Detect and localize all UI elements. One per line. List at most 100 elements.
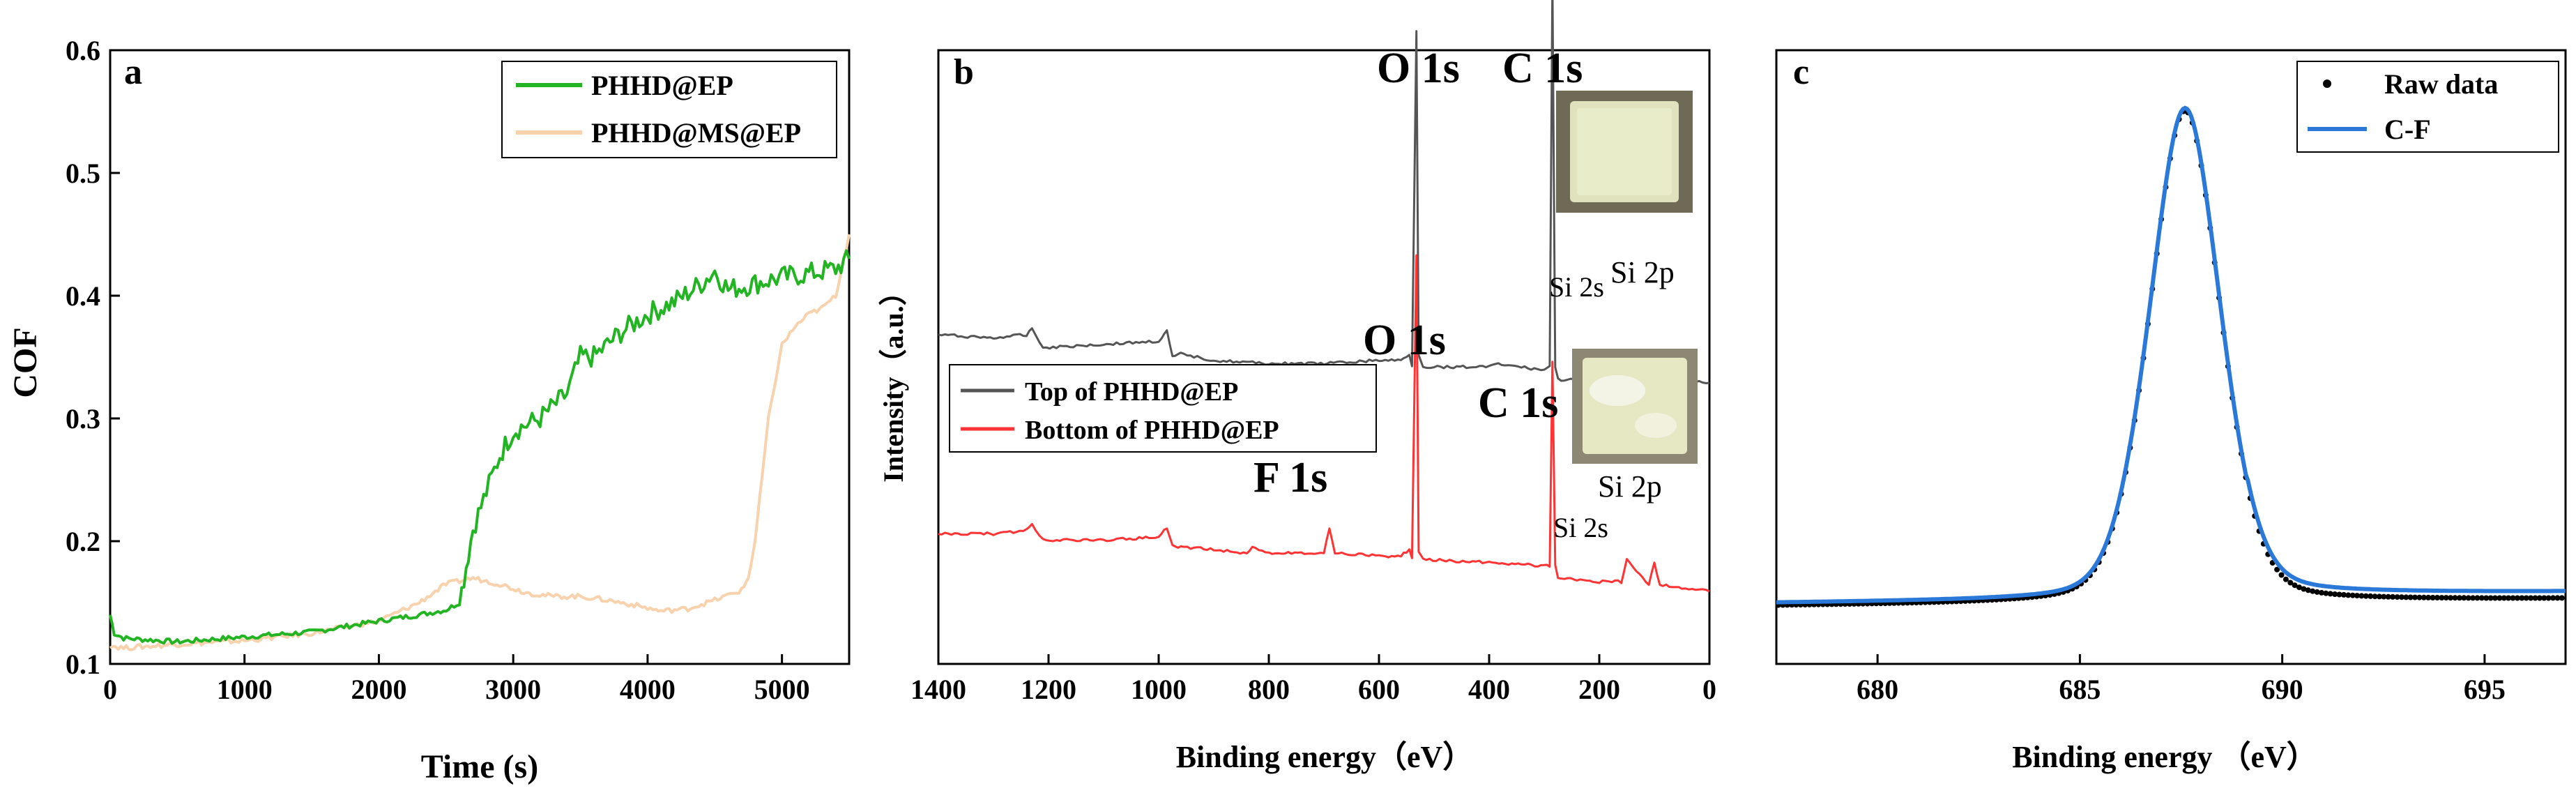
panel-b: 1400 1200 1000 800 600 400 200 0 b Intensity（a.… [878, 0, 1716, 774]
c-raw-point [2483, 595, 2490, 601]
c-raw-point [2407, 594, 2414, 600]
panel-c-letter: c [1793, 52, 1809, 92]
c-raw-point [2448, 595, 2454, 601]
a-ytick-label: 0.1 [66, 649, 100, 680]
c-xtick-label: 685 [2059, 674, 2101, 705]
c-raw-point [2354, 593, 2360, 599]
a-ytick-label: 0.3 [66, 403, 100, 434]
panel-a-legend-box [501, 61, 837, 158]
c-raw-point [2323, 590, 2329, 596]
panel-b-ylabel: Intensity（a.u.） [878, 278, 909, 482]
panel-a: 0 1000 2000 3000 4000 50000.10.20.30.40.50.6 … [7, 35, 851, 785]
panel-a-ticks: 0 1000 2000 3000 4000 5000 0.1 0.2 0.3 0.4 0.5 0.6 [66, 35, 810, 705]
annotation-top-c1s: C 1s [1502, 45, 1583, 92]
c-raw-point [2545, 595, 2552, 601]
c-raw-point [2358, 593, 2365, 599]
c-raw-point [2345, 592, 2352, 598]
c-raw-point [2478, 595, 2485, 601]
c-raw-point [2394, 594, 2400, 600]
panel-a-xlabel: Time (s) [421, 748, 538, 785]
panel-b-letter: b [954, 52, 974, 92]
c-xtick-label: 680 [1857, 674, 1898, 705]
b-xtick-label: 1400 [910, 674, 966, 705]
legend-label-phhd-ep: PHHD@EP [591, 70, 733, 101]
c-raw-point [2492, 595, 2498, 601]
b-xtick-label: 1200 [1021, 674, 1076, 705]
c-raw-point [2550, 595, 2556, 601]
c-raw-point [2385, 593, 2391, 600]
c-xtick-label: 690 [2262, 674, 2303, 705]
c-raw-point [2487, 595, 2494, 601]
panel-c-series [1775, 105, 2566, 608]
c-raw-point [2461, 595, 2467, 601]
c-raw-point [2443, 595, 2449, 601]
legend-label-c-f: C-F [2384, 114, 2431, 145]
inset-photo-top [1556, 91, 1693, 213]
panel-a-frame [109, 49, 851, 665]
c-raw-point [2532, 595, 2538, 601]
c-raw-point [2372, 593, 2378, 600]
a-xtick-label: 3000 [485, 674, 541, 705]
panel-b-legend: Top of PHHD@EP Bottom of PHHD@EP [949, 364, 1377, 453]
c-raw-point [2470, 595, 2476, 601]
c-raw-point [2287, 580, 2294, 586]
a-ytick-label: 0.2 [66, 526, 100, 557]
annotation-top-si2p: Si 2p [1610, 255, 1675, 289]
panel-a-ylabel: COF [7, 327, 44, 398]
a-xtick-label: 4000 [620, 674, 676, 705]
c-raw-point [2305, 587, 2311, 593]
c-raw-point [2340, 591, 2347, 598]
a-xtick-label: 5000 [754, 674, 810, 705]
c-raw-point [2501, 595, 2507, 601]
c-raw-point [2274, 566, 2280, 573]
c-raw-point [2327, 591, 2333, 597]
c-raw-point [2528, 595, 2534, 601]
panel-c-frame [1775, 49, 2567, 665]
c-raw-point [2278, 572, 2285, 578]
c-raw-point [2421, 594, 2427, 600]
legend-label-bottom: Bottom of PHHD@EP [1025, 416, 1279, 445]
c-raw-point [2536, 595, 2543, 601]
legend-label-top: Top of PHHD@EP [1025, 377, 1238, 407]
a-xtick-label: 2000 [351, 674, 406, 705]
c-raw-point [2452, 595, 2458, 601]
c-raw-point [2514, 595, 2520, 601]
a-xtick-label: 0 [103, 674, 117, 705]
c-raw-point [2368, 593, 2374, 599]
panel-b-frame [937, 49, 1711, 665]
panel-a-letter: a [124, 52, 142, 92]
c-raw-point [2523, 595, 2529, 601]
a-ytick-label: 0.4 [66, 280, 100, 312]
c-raw-point [2554, 595, 2561, 601]
c-raw-point [2377, 593, 2382, 600]
b-xtick-label: 200 [1578, 674, 1620, 705]
c-raw-point [2310, 588, 2316, 594]
c-xtick-label: 695 [2464, 674, 2506, 705]
annotation-bottom-c1s: C 1s [1478, 379, 1558, 427]
c-raw-point [2381, 593, 2387, 600]
panel-c-legend: Raw data C-F [2296, 61, 2559, 153]
panel-c-ticks: 680 685 690 695 [1857, 654, 2506, 705]
c-raw-point [2403, 594, 2409, 600]
annotation-bottom-f1s: F 1s [1253, 454, 1327, 501]
panel-a-legend: PHHD@EP PHHD@MS@EP [501, 61, 837, 158]
c-raw-point [2398, 594, 2404, 600]
c-raw-point [2314, 589, 2320, 595]
c-raw-point [2430, 595, 2436, 600]
a-series-phhd-ms-ep [109, 234, 851, 651]
c-raw-point [2336, 591, 2342, 598]
c-raw-point [2319, 589, 2324, 596]
panel-a-series [109, 234, 851, 651]
c-raw-point [2282, 576, 2289, 582]
panel-b-xlabel: Binding energy（eV） [1176, 740, 1474, 774]
c-raw-point [2439, 595, 2445, 601]
c-raw-point [2390, 593, 2396, 600]
c-raw-point [2292, 582, 2298, 589]
c-raw-point [2412, 594, 2418, 600]
c-raw-point [2301, 586, 2307, 592]
inset-photo-bottom [1572, 349, 1698, 464]
c-raw-point [2510, 595, 2516, 601]
legend-label-phhd-ms-ep: PHHD@MS@EP [591, 117, 801, 149]
b-xtick-label: 400 [1468, 674, 1510, 705]
legend-label-raw-data: Raw data [2384, 68, 2498, 100]
